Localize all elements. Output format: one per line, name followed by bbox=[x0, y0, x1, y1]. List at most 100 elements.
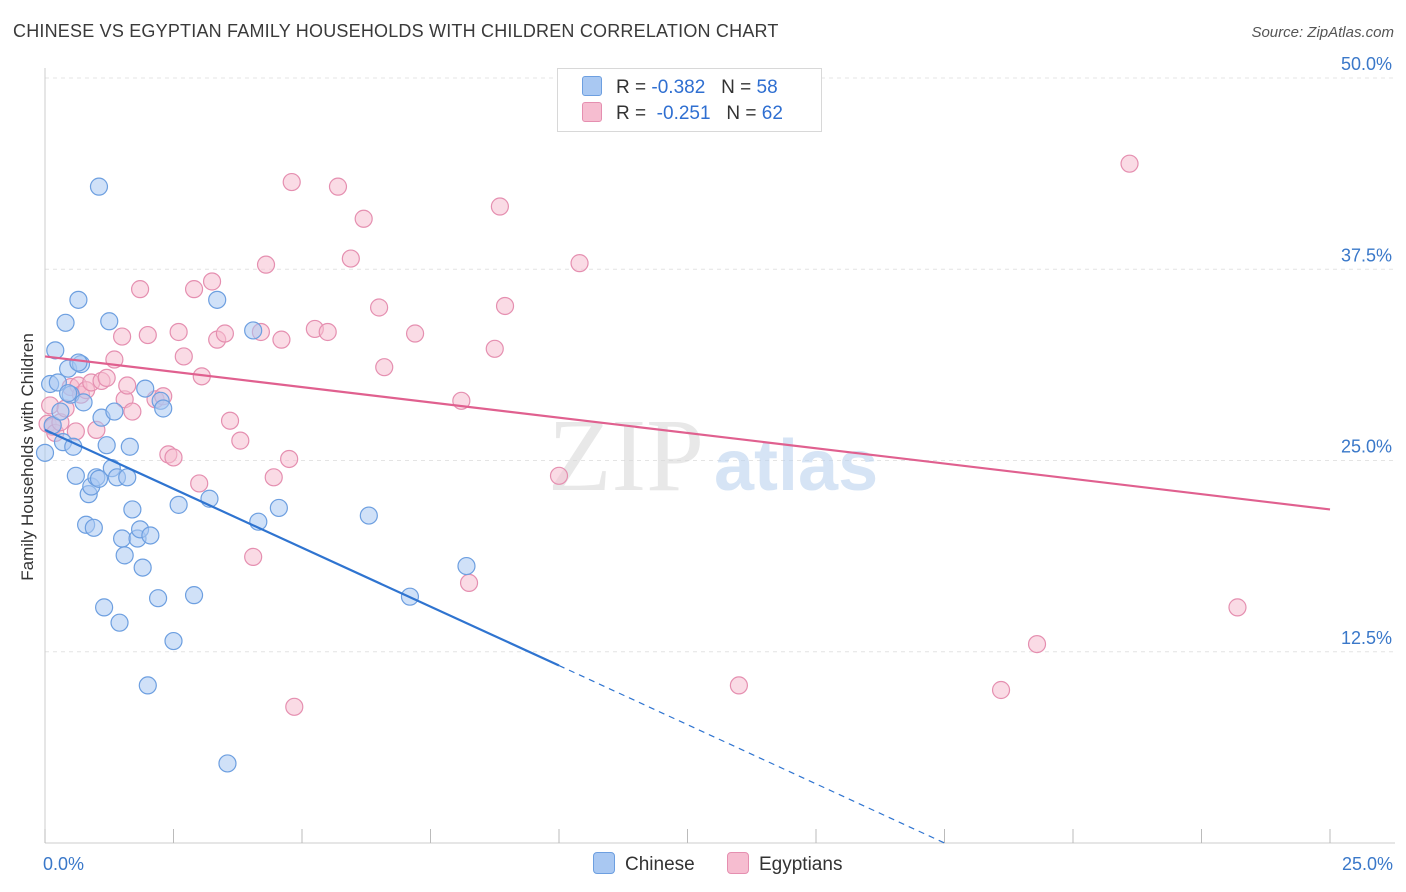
egyptians-point bbox=[1228, 598, 1247, 617]
chinese-point bbox=[69, 353, 88, 372]
watermark-zip: ZIP bbox=[548, 398, 704, 513]
chinese-point bbox=[136, 379, 155, 398]
chinese-r-value: -0.382 bbox=[651, 77, 706, 98]
chinese-point bbox=[141, 526, 160, 545]
egyptians-legend-swatch bbox=[727, 852, 749, 874]
egyptians-point bbox=[220, 411, 240, 430]
egyptians-point bbox=[190, 474, 209, 493]
egyptians-point bbox=[118, 376, 137, 395]
chinese-n-value: 58 bbox=[756, 77, 778, 98]
egyptians-point bbox=[285, 697, 304, 716]
chinese-trend-extension bbox=[558, 664, 945, 844]
chinese-point bbox=[69, 290, 88, 309]
egyptians-point bbox=[1027, 634, 1047, 654]
egyptians-point bbox=[354, 209, 373, 228]
chart-title: CHINESE VS EGYPTIAN FAMILY HOUSEHOLDS WI… bbox=[13, 21, 779, 41]
egyptians-point bbox=[164, 448, 183, 467]
egyptians-point bbox=[495, 296, 515, 316]
egyptians-point bbox=[123, 402, 142, 421]
egyptians-point bbox=[549, 466, 569, 485]
egyptians-point bbox=[370, 298, 389, 317]
egyptians-point bbox=[215, 324, 234, 343]
r-label: R = bbox=[616, 103, 647, 124]
y-tick-labels: 12.5% 25.0% 37.5% 50.0% bbox=[1341, 54, 1392, 648]
egyptians-point bbox=[256, 255, 276, 274]
chinese-point bbox=[118, 468, 137, 487]
chinese-trend-line bbox=[44, 428, 560, 667]
y-tick-label: 25.0% bbox=[1341, 437, 1392, 457]
egyptians-point bbox=[341, 249, 360, 268]
egyptians-point bbox=[244, 547, 263, 566]
egyptians-point bbox=[375, 358, 394, 377]
egyptians-point bbox=[570, 254, 589, 273]
chinese-point bbox=[56, 313, 75, 332]
n-label: N = bbox=[721, 77, 752, 98]
y-tick-label: 12.5% bbox=[1341, 628, 1392, 648]
chinese-point bbox=[133, 558, 152, 577]
y-tick-label: 50.0% bbox=[1341, 54, 1392, 74]
r-label: R = bbox=[616, 77, 647, 98]
x-tick-label: 0.0% bbox=[43, 854, 84, 874]
chinese-point bbox=[35, 443, 55, 462]
chinese-point bbox=[51, 402, 70, 421]
chinese-point bbox=[148, 589, 168, 608]
egyptians-point bbox=[729, 676, 749, 695]
watermark: ZIP atlas bbox=[548, 398, 878, 513]
egyptians-point bbox=[184, 280, 204, 299]
egyptians-point bbox=[328, 177, 348, 196]
egyptians-point bbox=[282, 172, 301, 192]
x-tick-label: 25.0% bbox=[1342, 854, 1393, 874]
chinese-point bbox=[59, 384, 78, 403]
y-tick-label: 37.5% bbox=[1341, 245, 1392, 265]
chinese-point bbox=[105, 402, 124, 421]
egyptians-point bbox=[97, 368, 116, 387]
egyptians-legend-label: Egyptians bbox=[759, 854, 843, 875]
chinese-point bbox=[46, 341, 65, 360]
egyptians-point bbox=[169, 322, 188, 342]
egyptians-point bbox=[280, 449, 299, 469]
chinese-point bbox=[244, 321, 263, 340]
chinese-points bbox=[35, 177, 476, 773]
chinese-point bbox=[120, 437, 139, 456]
egyptians-point bbox=[405, 324, 425, 343]
legend-item-chinese[interactable]: Chinese bbox=[593, 852, 695, 876]
correlation-legend: R = -0.382 N = 58 R = -0.251 N = 62 bbox=[557, 68, 822, 132]
chinese-point bbox=[164, 631, 183, 651]
egyptians-r-value: -0.251 bbox=[656, 103, 711, 124]
chinese-point bbox=[74, 393, 93, 412]
chinese-point bbox=[89, 469, 109, 488]
egyptians-point bbox=[485, 339, 504, 358]
chinese-point bbox=[110, 613, 129, 632]
chinese-point bbox=[66, 466, 85, 485]
chinese-point bbox=[123, 500, 142, 519]
chinese-point bbox=[359, 506, 378, 525]
egyptians-point bbox=[459, 573, 479, 593]
egyptians-point bbox=[138, 325, 157, 345]
trend-lines bbox=[44, 355, 1331, 844]
chinese-point bbox=[269, 498, 288, 518]
n-label: N = bbox=[726, 103, 757, 124]
chinese-point bbox=[84, 518, 103, 537]
legend-item-egyptians[interactable]: Egyptians bbox=[727, 852, 842, 876]
egyptians-point bbox=[202, 272, 222, 291]
chinese-point bbox=[89, 177, 109, 196]
chinese-point bbox=[95, 598, 114, 617]
chinese-point bbox=[169, 495, 188, 514]
egyptians-swatch bbox=[582, 102, 602, 122]
x-tick-labels: 0.0% 25.0% bbox=[43, 854, 1393, 874]
egyptians-point bbox=[112, 327, 132, 346]
chinese-point bbox=[97, 436, 116, 455]
egyptians-n-value: 62 bbox=[761, 103, 783, 124]
egyptians-point bbox=[490, 197, 509, 216]
egyptians-point bbox=[1120, 154, 1139, 173]
egyptians-point bbox=[231, 431, 250, 450]
gridlines bbox=[45, 77, 1395, 653]
egyptians-point bbox=[264, 468, 283, 487]
egyptians-point bbox=[174, 347, 193, 366]
chinese-swatch bbox=[582, 76, 602, 96]
legend-row-egyptians: R = -0.251 N = 62 bbox=[582, 102, 783, 125]
chinese-point bbox=[138, 676, 157, 695]
chinese-legend-label: Chinese bbox=[625, 854, 695, 875]
chinese-point bbox=[115, 546, 134, 565]
